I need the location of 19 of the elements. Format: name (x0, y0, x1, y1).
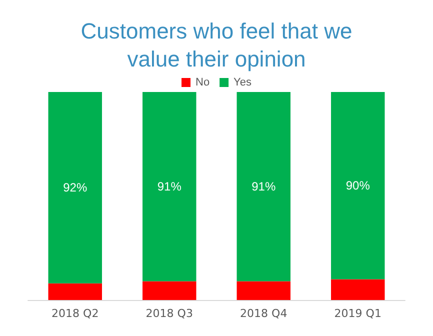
data-label: 92% (63, 180, 88, 195)
x-tick-label: 2018 Q2 (52, 307, 99, 320)
bar (142, 281, 196, 300)
bar (142, 92, 196, 282)
data-label: 90% (346, 178, 370, 193)
chart-title: Customers who feel that we value their opinion (80, 18, 352, 72)
legend-label: Yes (234, 76, 252, 88)
data-label: 91% (252, 180, 276, 194)
bar (331, 279, 385, 300)
bar (236, 92, 290, 282)
bar (48, 283, 102, 300)
bar (331, 92, 385, 280)
legend-label: No (195, 76, 210, 88)
bar (48, 92, 102, 284)
data-label: 91% (157, 180, 182, 194)
x-tick-label: 2018 Q4 (240, 307, 288, 320)
x-tick-label: 2018 Q3 (146, 307, 193, 320)
x-tick-label: 2019 Q1 (334, 307, 382, 320)
bar (236, 281, 290, 300)
